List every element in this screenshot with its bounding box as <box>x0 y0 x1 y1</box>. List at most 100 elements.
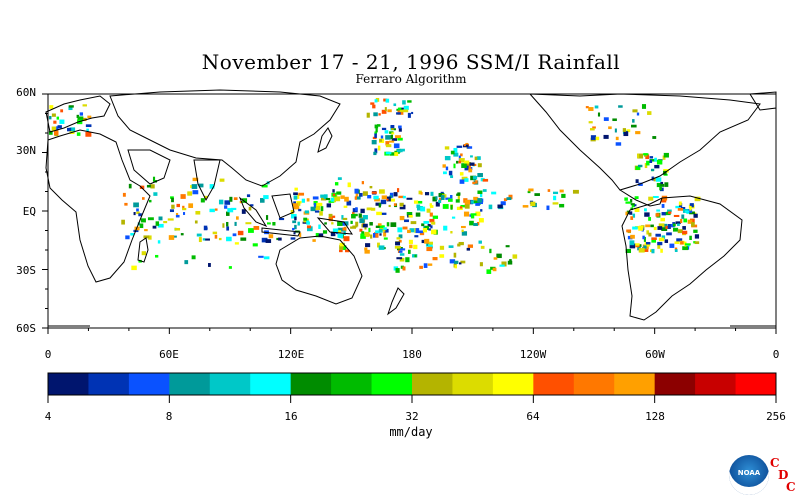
rain-cell <box>489 248 492 254</box>
rain-cell <box>208 263 211 267</box>
rain-cell <box>265 239 272 243</box>
rain-cell <box>631 204 635 208</box>
rain-cell <box>637 153 644 159</box>
coast-europe <box>45 95 111 133</box>
colorbar-swatch <box>533 373 575 395</box>
rain-cell <box>377 242 380 248</box>
rain-cell <box>374 198 380 202</box>
rain-cell <box>253 225 260 230</box>
rain-cell <box>643 236 646 242</box>
rain-cell <box>477 173 483 178</box>
rain-cell <box>322 230 328 234</box>
rain-cell <box>144 229 148 232</box>
rain-cell <box>445 166 449 171</box>
rain-cell <box>595 136 600 141</box>
rain-cell <box>444 155 451 161</box>
rain-cell <box>337 177 342 180</box>
rain-cell <box>158 216 163 221</box>
rain-cell <box>641 104 647 109</box>
rain-cell <box>466 247 471 251</box>
rain-cell <box>222 223 225 228</box>
colorbar-swatch <box>654 373 696 395</box>
rain-cell <box>491 191 497 195</box>
rain-cell <box>167 218 174 221</box>
rain-cell <box>648 217 652 221</box>
rain-cell <box>355 221 359 227</box>
rain-cell <box>374 131 377 135</box>
rain-cell <box>530 201 536 207</box>
rain-cell <box>86 128 89 132</box>
rain-cell <box>615 136 619 141</box>
rain-cell <box>312 239 316 242</box>
rain-cell <box>424 225 430 230</box>
rain-cell <box>375 230 380 234</box>
colorbar-swatch <box>492 373 534 395</box>
rain-cell <box>341 215 344 220</box>
noaa-logo-text: NOAA <box>737 469 761 477</box>
rain-cell <box>506 197 512 201</box>
rain-cell <box>472 181 476 185</box>
rain-cell <box>629 211 633 215</box>
rain-cell <box>458 160 461 164</box>
rain-cell <box>163 221 168 224</box>
rain-cell <box>313 201 318 205</box>
rain-cell <box>464 160 470 164</box>
rain-cell <box>352 211 355 216</box>
rain-cell <box>652 195 659 199</box>
rain-cell <box>674 247 678 251</box>
rain-cell <box>547 189 551 192</box>
rain-cell <box>682 230 688 235</box>
rain-cell <box>237 230 244 236</box>
rain-cell <box>203 225 208 231</box>
rain-cell <box>332 215 336 218</box>
rain-cell <box>459 158 465 163</box>
rain-cell <box>677 229 683 234</box>
rain-cell <box>684 243 691 246</box>
coast-south-america <box>621 195 743 321</box>
rain-cell <box>191 184 198 189</box>
rain-cell <box>141 197 145 200</box>
rain-cell <box>438 199 442 204</box>
rain-cell <box>612 118 617 122</box>
cdc-letter-d: D <box>778 468 789 482</box>
rain-cell <box>661 227 668 231</box>
rain-cell <box>350 226 357 229</box>
rain-cell <box>381 127 387 131</box>
rain-cell <box>648 196 654 201</box>
rain-cell <box>389 152 396 156</box>
rain-cell <box>426 208 431 213</box>
colorbar-label-8: 8 <box>165 410 173 423</box>
rain-cell <box>155 254 159 258</box>
rain-cell <box>381 195 387 200</box>
rain-cell <box>443 171 447 175</box>
rain-cell <box>182 205 185 210</box>
rain-cell <box>429 205 434 208</box>
noaa-logo: NOAA <box>729 455 769 495</box>
rain-cell <box>352 225 358 228</box>
rain-cell <box>263 195 269 200</box>
rain-cell <box>429 212 433 217</box>
rain-cell <box>505 245 510 248</box>
rain-cell <box>638 225 644 231</box>
rain-cell <box>673 214 680 217</box>
rain-cell <box>328 213 333 219</box>
rain-cell <box>470 155 473 158</box>
rain-cell <box>209 184 215 189</box>
rain-cell <box>362 221 365 225</box>
rain-cell <box>325 197 331 201</box>
rain-cell <box>450 194 453 199</box>
rain-cell <box>375 128 378 133</box>
rain-cell <box>418 190 422 195</box>
rain-cell <box>374 99 378 103</box>
rain-cell <box>453 147 458 153</box>
rain-cell <box>191 255 196 260</box>
rain-cell <box>689 205 692 211</box>
rain-cell <box>464 199 471 205</box>
rain-cell <box>684 210 690 213</box>
rain-cell <box>477 198 483 203</box>
rain-cell <box>343 205 348 208</box>
rain-cell <box>372 104 376 109</box>
lon-label-60e: 60E <box>159 348 179 361</box>
rain-cell <box>429 218 435 223</box>
